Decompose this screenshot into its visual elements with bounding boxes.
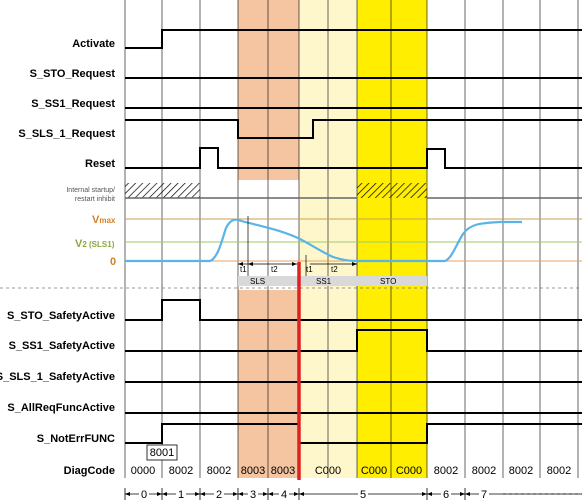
diagcode-6: C000 xyxy=(361,465,387,477)
trace-reset xyxy=(125,147,582,169)
label-inhibit-1: Internal startup/ xyxy=(66,187,115,194)
diagcode-10: 8002 xyxy=(509,465,533,477)
orange-zone xyxy=(238,0,299,180)
orange-zone-lower xyxy=(238,290,299,478)
phase-7: 7 xyxy=(481,489,487,501)
phase-labels xyxy=(139,488,489,500)
phase-bar xyxy=(124,488,582,500)
state-sto: STO xyxy=(380,277,396,286)
diagcode-0: 0000 xyxy=(131,465,155,477)
diagcode-9: 8002 xyxy=(472,465,496,477)
diagcode-8: 8002 xyxy=(434,465,458,477)
label-activate: Activate xyxy=(72,38,115,50)
timing-t2-a: t2 xyxy=(271,265,278,274)
inhibit-hatch-1 xyxy=(125,183,200,198)
yellow-zone xyxy=(357,0,427,478)
phase-5: 5 xyxy=(360,489,366,501)
grid-lines xyxy=(124,0,579,478)
trace-sls-request xyxy=(125,119,582,139)
phase-6: 6 xyxy=(443,489,449,501)
diagcode-11: 8002 xyxy=(547,465,571,477)
trace-activate xyxy=(125,29,582,49)
state-ss1: SS1 xyxy=(316,277,332,286)
label-sto-request: S_STO_Request xyxy=(30,68,116,80)
label-sls-active: S_SLS_1_SafetyActive xyxy=(0,371,115,383)
signal-traces xyxy=(125,29,582,444)
diagcode-2: 8002 xyxy=(207,465,231,477)
diagcode-7: C000 xyxy=(396,465,422,477)
phase-2: 2 xyxy=(216,489,222,501)
label-inhibit-2: restart inhibit xyxy=(75,196,115,203)
trace-sto-active xyxy=(125,299,582,321)
timing-arrows xyxy=(238,262,357,266)
trace-ss1-active xyxy=(125,329,582,352)
label-noterr: S_NotErrFUNC xyxy=(37,433,115,445)
phase-arrows xyxy=(125,492,470,496)
velocity-curve xyxy=(125,218,522,263)
state-sls: SLS xyxy=(250,277,265,286)
label-sls-request: S_SLS_1_Request xyxy=(18,128,115,140)
phase-1: 1 xyxy=(178,489,184,501)
diagcode-5: C000 xyxy=(315,465,341,477)
label-sto-active: S_STO_SafetyActive xyxy=(7,310,115,322)
diagcode-popup-box xyxy=(146,444,178,461)
timing-t1-a: t1 xyxy=(240,265,247,274)
diagcode-1: 8002 xyxy=(169,465,193,477)
diagcode-4: 8003 xyxy=(271,465,295,477)
phase-0: 0 xyxy=(141,489,147,501)
label-diagcode: DiagCode xyxy=(64,465,115,477)
label-zero: 0 xyxy=(110,256,116,268)
timing-t1-b: t1 xyxy=(306,265,313,274)
state-band xyxy=(238,276,427,286)
label-ss1-active: S_SS1_SafetyActive xyxy=(9,340,115,352)
timing-t2-b: t2 xyxy=(331,265,338,274)
label-ss1-request: S_SS1_Request xyxy=(31,98,115,110)
phase-4: 4 xyxy=(281,489,287,501)
timing-markers xyxy=(238,216,357,285)
label-v2: V2 (SLS1) xyxy=(75,238,115,250)
label-reset: Reset xyxy=(85,158,115,170)
label-allreq: S_AllReqFuncActive xyxy=(7,402,115,414)
inhibit-hatch-2 xyxy=(357,183,427,198)
diagcode-3: 8003 xyxy=(241,465,265,477)
diagcode-popup: 8001 xyxy=(150,447,174,459)
label-vmax: Vmax xyxy=(92,214,116,226)
phase-3: 3 xyxy=(250,489,256,501)
